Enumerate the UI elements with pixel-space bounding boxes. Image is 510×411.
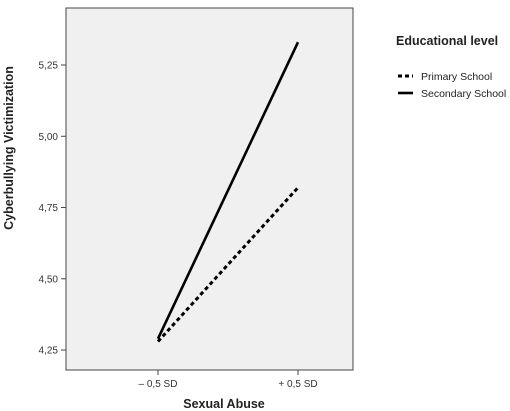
x-axis-title: Sexual Abuse bbox=[183, 397, 265, 411]
y-axis-title: Cyberbullying Victimization bbox=[2, 66, 16, 230]
legend-label: Primary School bbox=[421, 71, 492, 83]
plot-area bbox=[65, 7, 354, 371]
legend-title: Educational level bbox=[396, 34, 498, 48]
x-tick-label: + 0,5 SD bbox=[278, 379, 317, 390]
y-tick-label: 4,25 bbox=[39, 346, 59, 357]
y-tick-label: 5,00 bbox=[39, 132, 59, 143]
y-tick-label: 4,75 bbox=[39, 203, 59, 214]
x-tick-label: – 0,5 SD bbox=[139, 379, 178, 390]
x-axis: – 0,5 SD + 0,5 SD bbox=[139, 370, 318, 390]
series-line-2 bbox=[156, 41, 300, 340]
y-axis: 4,25 4,50 4,75 5,00 5,25 bbox=[39, 61, 66, 357]
y-tick-label: 4,50 bbox=[39, 274, 59, 285]
y-tick-label: 5,25 bbox=[39, 61, 59, 72]
legend-label: Secondary School bbox=[421, 88, 506, 100]
legend: Educational level Primary School Secondar… bbox=[396, 34, 506, 100]
series-layer bbox=[156, 41, 300, 343]
